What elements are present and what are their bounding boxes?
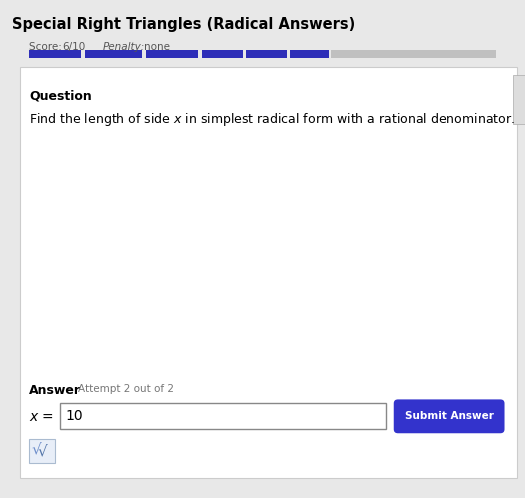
Text: Find the length of side $x$ in simplest radical form with a rational denominator: Find the length of side $x$ in simplest …	[29, 111, 516, 127]
Text: Penalty:: Penalty:	[102, 42, 144, 52]
Text: Question: Question	[29, 90, 92, 103]
Text: none: none	[144, 42, 171, 52]
Text: 6/10: 6/10	[62, 42, 85, 52]
Text: Submit Answer: Submit Answer	[405, 411, 494, 421]
Text: √: √	[37, 444, 47, 459]
Text: 30°: 30°	[326, 260, 344, 270]
Text: Answer: Answer	[29, 384, 81, 397]
Text: Attempt 2 out of 2: Attempt 2 out of 2	[78, 384, 174, 394]
Text: 5: 5	[134, 186, 143, 200]
Text: Score:: Score:	[29, 42, 66, 52]
Text: 60°: 60°	[170, 222, 188, 232]
Text: $x$ =: $x$ =	[29, 410, 55, 424]
Text: 10: 10	[66, 409, 83, 423]
Text: √: √	[32, 442, 41, 457]
Text: Special Right Triangles (Radical Answers): Special Right Triangles (Radical Answers…	[12, 17, 355, 32]
Text: $x$: $x$	[323, 196, 334, 210]
